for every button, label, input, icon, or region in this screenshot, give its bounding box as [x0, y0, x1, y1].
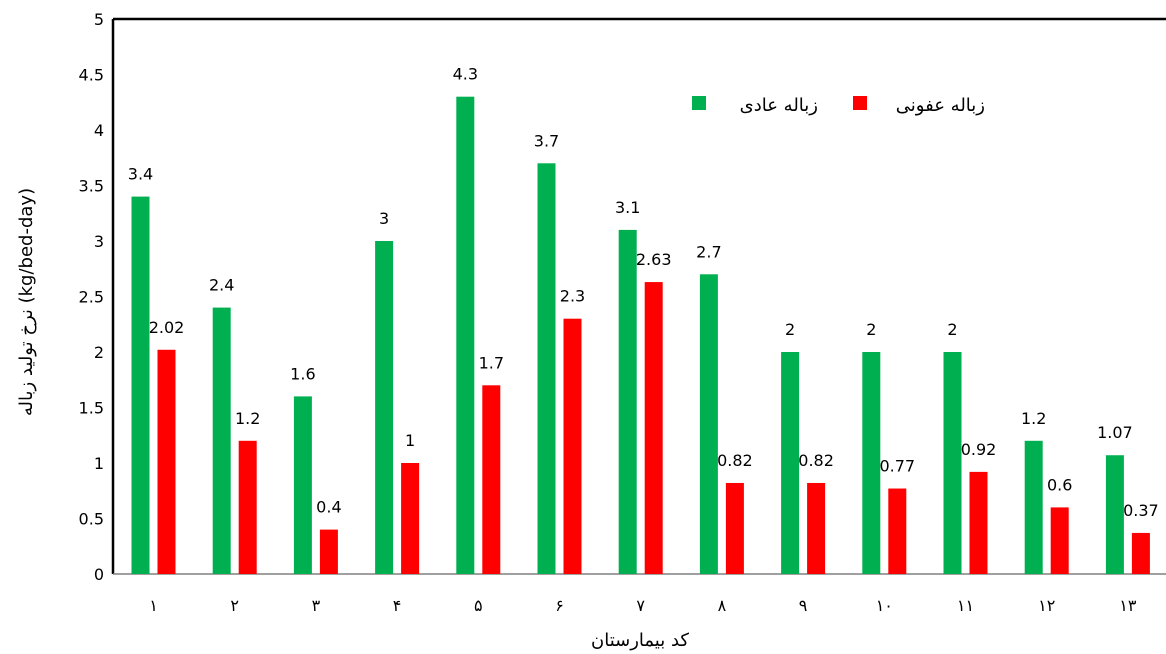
- bar-regular-waste: [1105, 455, 1124, 574]
- y-tick-label: 4.5: [79, 66, 104, 85]
- x-tick-label: ۷: [636, 596, 645, 615]
- data-label-infectious-waste: 0.37: [1123, 501, 1159, 520]
- data-label-infectious-waste: 0.4: [316, 498, 341, 517]
- bar-infectious-waste: [157, 349, 176, 574]
- y-tick-label: 3.5: [79, 177, 104, 196]
- data-label-infectious-waste: 2.63: [636, 250, 672, 269]
- data-label-regular-waste: 1.07: [1097, 423, 1133, 442]
- data-labels-group: 3.4 2.02 2.4 1.2 1.6 0.4 3 1 4.3 1.7 3.7 2.3 3.1 2.63…: [128, 65, 1159, 520]
- data-label-infectious-waste: 0.92: [961, 440, 997, 459]
- bar-regular-waste: [212, 307, 231, 574]
- data-label-regular-waste: 1.6: [290, 364, 315, 383]
- y-tick-label: 0: [94, 565, 104, 584]
- y-tick-label: 3: [94, 232, 104, 251]
- legend-swatch-infectious-waste: [853, 96, 867, 110]
- y-axis-title: نرخ تولید زباله (kg/bed-day): [16, 188, 37, 416]
- bar-infectious-waste: [482, 385, 501, 574]
- y-tick-label: 1: [94, 454, 104, 473]
- x-tick-label: ۵: [474, 596, 483, 615]
- x-axis-title: کد بیمارستان: [591, 630, 689, 651]
- bar-infectious-waste: [725, 482, 744, 574]
- x-tick-label: ۴: [393, 596, 402, 615]
- data-label-regular-waste: 4.3: [453, 65, 478, 84]
- data-label-infectious-waste: 0.82: [798, 451, 834, 470]
- bar-infectious-waste: [807, 482, 826, 574]
- data-label-regular-waste: 2: [866, 320, 876, 339]
- data-label-infectious-waste: 0.6: [1047, 475, 1072, 494]
- bars-group: [131, 96, 1150, 575]
- x-tick-label: ۱: [149, 596, 158, 615]
- data-label-infectious-waste: 1.2: [235, 409, 260, 428]
- axes-group: [111, 17, 1166, 575]
- x-tick-label: ۶: [555, 596, 564, 615]
- data-label-regular-waste: 2: [785, 320, 795, 339]
- x-tick-label: ۱۳: [1119, 596, 1137, 615]
- bar-regular-waste: [537, 163, 556, 575]
- data-label-infectious-waste: 0.77: [879, 457, 915, 476]
- y-tick-label: 0.5: [79, 510, 104, 529]
- data-label-infectious-waste: 0.82: [717, 451, 753, 470]
- bar-infectious-waste: [1131, 532, 1150, 574]
- bar-regular-waste: [375, 241, 394, 574]
- x-tick-label: ۲: [230, 596, 239, 615]
- x-tick-label: ۹: [799, 596, 808, 615]
- data-label-infectious-waste: 2.02: [149, 318, 185, 337]
- x-tick-label: ۱۲: [1038, 596, 1055, 615]
- data-label-infectious-waste: 2.3: [560, 287, 585, 306]
- x-tick-label: ۱۱: [957, 596, 974, 615]
- bar-regular-waste: [781, 352, 800, 574]
- x-tick-label: ۳: [312, 596, 321, 615]
- data-label-infectious-waste: 1: [405, 431, 415, 450]
- y-tick-label: 1.5: [79, 399, 104, 418]
- x-tick-label: ۱۰: [876, 596, 893, 615]
- legend-label-regular-waste: زباله عادی: [740, 95, 818, 116]
- legend-label-infectious-waste: زباله عفونی: [896, 95, 985, 116]
- legend-swatch-regular-waste: [692, 96, 706, 110]
- bar-infectious-waste: [563, 318, 582, 574]
- y-tick-label: 4: [94, 121, 104, 140]
- data-label-regular-waste: 2.4: [209, 276, 234, 295]
- bar-regular-waste: [862, 352, 881, 574]
- bar-infectious-waste: [238, 440, 257, 574]
- y-tick-label: 2: [94, 343, 104, 362]
- data-label-regular-waste: 2: [947, 320, 957, 339]
- data-label-regular-waste: 2.7: [696, 242, 721, 261]
- bar-regular-waste: [456, 96, 475, 574]
- x-tick-label: ۸: [718, 596, 727, 615]
- data-label-regular-waste: 3: [379, 209, 389, 228]
- bar-regular-waste: [131, 196, 150, 574]
- bar-infectious-waste: [644, 282, 663, 574]
- legend: زباله عادی زباله عفونی: [692, 95, 985, 116]
- bar-regular-waste: [293, 396, 312, 574]
- bar-regular-waste: [943, 352, 962, 574]
- y-tick-labels: 0 0.5 1 1.5 2 2.5 3 3.5 4 4.5 5: [79, 10, 104, 584]
- y-tick-label: 2.5: [79, 288, 104, 307]
- data-label-regular-waste: 1.2: [1021, 409, 1046, 428]
- bar-infectious-waste: [401, 463, 420, 574]
- data-label-regular-waste: 3.4: [128, 165, 153, 184]
- bar-regular-waste: [1024, 440, 1043, 574]
- bar-infectious-waste: [319, 529, 338, 574]
- bar-infectious-waste: [1050, 507, 1069, 574]
- x-tick-labels: ۱ ۲ ۳ ۴ ۵ ۶ ۷ ۸ ۹ ۱۰ ۱۱ ۱۲ ۱۳: [149, 596, 1137, 615]
- bar-infectious-waste: [888, 488, 907, 574]
- bar-regular-waste: [699, 274, 718, 574]
- data-label-regular-waste: 3.1: [615, 198, 640, 217]
- bar-infectious-waste: [969, 471, 988, 574]
- y-tick-label: 5: [94, 10, 104, 29]
- data-label-infectious-waste: 1.7: [479, 353, 504, 372]
- bar-regular-waste: [618, 229, 637, 574]
- data-label-regular-waste: 3.7: [534, 131, 559, 150]
